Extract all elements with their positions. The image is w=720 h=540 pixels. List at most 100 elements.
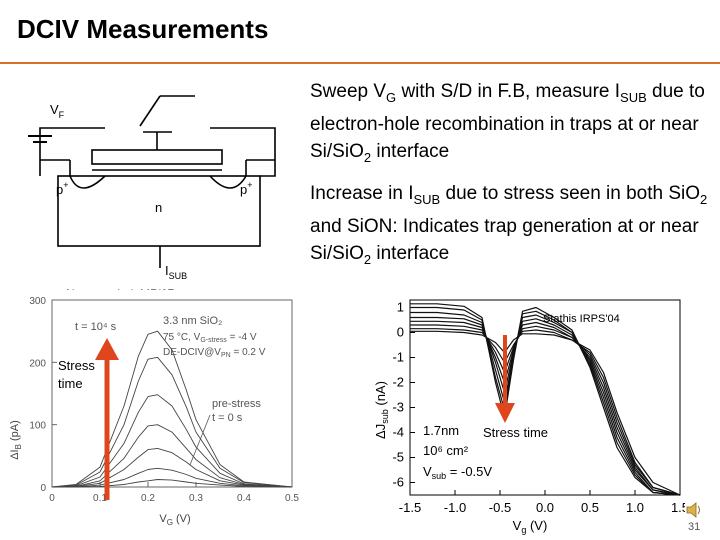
left-dciv-plot: 300 200 100 00 0.1 0.2 0.3 0.4 0.5 ΔIB (pA) VG (… — [0, 290, 310, 540]
prestress-pointer — [189, 414, 211, 466]
right-plot-series-2 — [410, 328, 681, 496]
drain-junction — [209, 175, 247, 189]
bullet-sweep: Sweep VG with S/D in F.B, measure ISUB d… — [310, 78, 710, 171]
right-plot-axes: 1 0 -1 -2 -3 -4 -5 -6 -1.5 -1.0 -0.5 0.0 0.5 1.0 1.5 — [392, 299, 685, 515]
n-label: n — [155, 200, 162, 215]
left-plot-ytick-label: 200 — [29, 358, 46, 369]
left-annotation-prestress: pre-stress — [212, 398, 261, 410]
left-plot-series-5 — [51, 394, 293, 488]
speaker-icon[interactable] — [684, 500, 704, 520]
left-annotation-time: t = 10⁴ s — [75, 321, 117, 333]
right-annotation-area: 10⁶ cm² — [423, 443, 469, 458]
p-plus-right-label: p+ — [240, 180, 253, 197]
left-plot-series-7 — [51, 330, 293, 488]
p-plus-left-label: p+ — [56, 180, 69, 197]
gate-electrode — [91, 149, 223, 165]
right-plot-xtick-label: 0.5 — [581, 500, 599, 515]
right-plot-ytick-label: -3 — [392, 400, 404, 415]
left-plot-axes: 300 200 100 00 0.1 0.2 0.3 0.4 0.5 — [29, 296, 299, 504]
bullet-sweep-sub-3: 2 — [363, 149, 372, 165]
source-junction — [69, 175, 106, 189]
right-plot-xlabel: Vg (V) — [513, 518, 548, 535]
isub-label: ISUB — [165, 263, 187, 281]
title-divider — [0, 62, 720, 64]
drain-wire — [210, 127, 276, 177]
left-annotation-temp: 75 °C, VG-stress = -4 V — [163, 332, 257, 344]
bullet-sweep-text-2: with S/D in F.B, measure I — [396, 81, 621, 102]
right-plot-series-4 — [410, 320, 681, 496]
right-plot-ytick-label: -2 — [392, 375, 404, 390]
left-plot-ytick-label: 300 — [29, 296, 46, 307]
right-stress-label: Stress time — [483, 425, 548, 440]
right-stress-arrow-head — [495, 403, 515, 423]
bullet-increase-text-3: and SiON: Indicates trap generation at o… — [310, 215, 699, 264]
right-plot-series-7 — [410, 306, 681, 496]
bullet-sweep-text-1: Sweep V — [310, 81, 387, 102]
substrate-body — [57, 175, 261, 247]
right-plot-series-1 — [410, 330, 681, 496]
slide-title: DCIV Measurements — [17, 14, 269, 44]
left-plot-bg — [0, 290, 310, 540]
vf-label: VF — [50, 102, 65, 120]
bullet-sweep-text-4: interface — [371, 140, 450, 162]
right-plot-ytick-label: -4 — [392, 425, 404, 440]
bullet-increase: Increase in ISUB due to stress seen in b… — [310, 180, 715, 273]
left-annotation-prestress-time: t = 0 s — [212, 412, 243, 424]
left-plot-frame — [51, 299, 293, 488]
left-plot-series-4 — [51, 424, 293, 488]
left-plot-series-3 — [51, 447, 293, 488]
bullet-increase-text-1: Increase in I — [310, 183, 414, 204]
left-plot-xtick-label: 0.4 — [237, 493, 251, 504]
left-plot-xtick-label: 0.2 — [141, 493, 155, 504]
bullet-sweep-text-3: due to electron-hole recombination in tr… — [310, 81, 705, 162]
right-plot-ytick-label: -1 — [392, 350, 404, 365]
left-plot-xtick-label: 0 — [49, 493, 55, 504]
slide-number: 31 — [688, 521, 701, 533]
right-plot-citation: Stathis IRPS'04 — [543, 313, 620, 325]
right-plot-ytick-label: -6 — [392, 475, 404, 490]
right-plot-ytick-label: -5 — [392, 450, 404, 465]
right-plot-series — [410, 303, 681, 496]
left-plot-xtick-label: 0.5 — [285, 493, 299, 504]
left-plot-series — [51, 330, 293, 488]
right-plot-xtick-label: -1.0 — [444, 500, 466, 515]
right-plot-xtick-label: -1.5 — [399, 500, 421, 515]
right-plot-series-3 — [410, 324, 681, 496]
bullet-increase-sub-3: 2 — [363, 251, 372, 267]
right-plot-ytick-label: 1 — [397, 300, 404, 315]
right-annotation-thickness: 1.7nm — [423, 423, 459, 438]
right-plot-xtick-label: 1.0 — [626, 500, 644, 515]
bullet-sweep-sub-2: SUB — [620, 89, 647, 105]
stress-label-line1: Stress — [58, 358, 95, 373]
bullet-increase-text-4: interface — [371, 242, 450, 264]
left-plot-series-2 — [52, 467, 293, 488]
bullet-increase-text-2: due to stress seen in both SiO — [440, 183, 701, 204]
left-annotation-oxide: 3.3 nm SiO₂ — [163, 315, 222, 327]
stress-arrow-head — [95, 338, 119, 360]
right-plot-series-5 — [410, 316, 681, 496]
stress-label-line2: time — [58, 376, 83, 391]
left-plot-series-1 — [52, 479, 293, 488]
left-plot-xtick-label: 0.1 — [93, 493, 107, 504]
bullet-sweep-sub-1: G — [386, 89, 397, 105]
bullet-increase-sub-1: SUB — [413, 191, 441, 207]
right-plot-xtick-label: 1.5 — [671, 500, 685, 515]
left-plot-ytick-label: 0 — [40, 483, 46, 494]
right-plot-ylabel: ΔJsub (nA) — [373, 381, 390, 439]
right-plot-series-8 — [410, 303, 681, 496]
left-plot-xtick-label: 0.3 — [189, 493, 203, 504]
right-plot-xtick-label: 0.0 — [536, 500, 554, 515]
left-annotation-dciv: DE-DCIV@VPN = 0.2 V — [163, 347, 266, 359]
left-plot-ylabel: ΔIB (pA) — [9, 420, 23, 460]
bullet-increase-sub-2: 2 — [700, 191, 708, 207]
left-plot-series-6 — [51, 356, 293, 488]
right-plot-series-6 — [410, 311, 681, 496]
left-plot-xlabel: VG (V) — [159, 513, 190, 527]
switch-arm — [139, 95, 161, 127]
right-plot-xtick-label: -0.5 — [489, 500, 511, 515]
right-plot-ytick-label: 0 — [397, 325, 404, 340]
mosfet-schematic: VF p+ n p+ ISUB — [28, 95, 276, 281]
left-plot-ytick-label: 100 — [29, 421, 46, 432]
right-dciv-plot: 1 0 -1 -2 -3 -4 -5 -6 -1.5 -1.0 -0.5 0.0 0.5 1.0 1.5 Δ… — [355, 295, 685, 540]
right-annotation-vsub: Vsub = -0.5V — [423, 464, 492, 481]
